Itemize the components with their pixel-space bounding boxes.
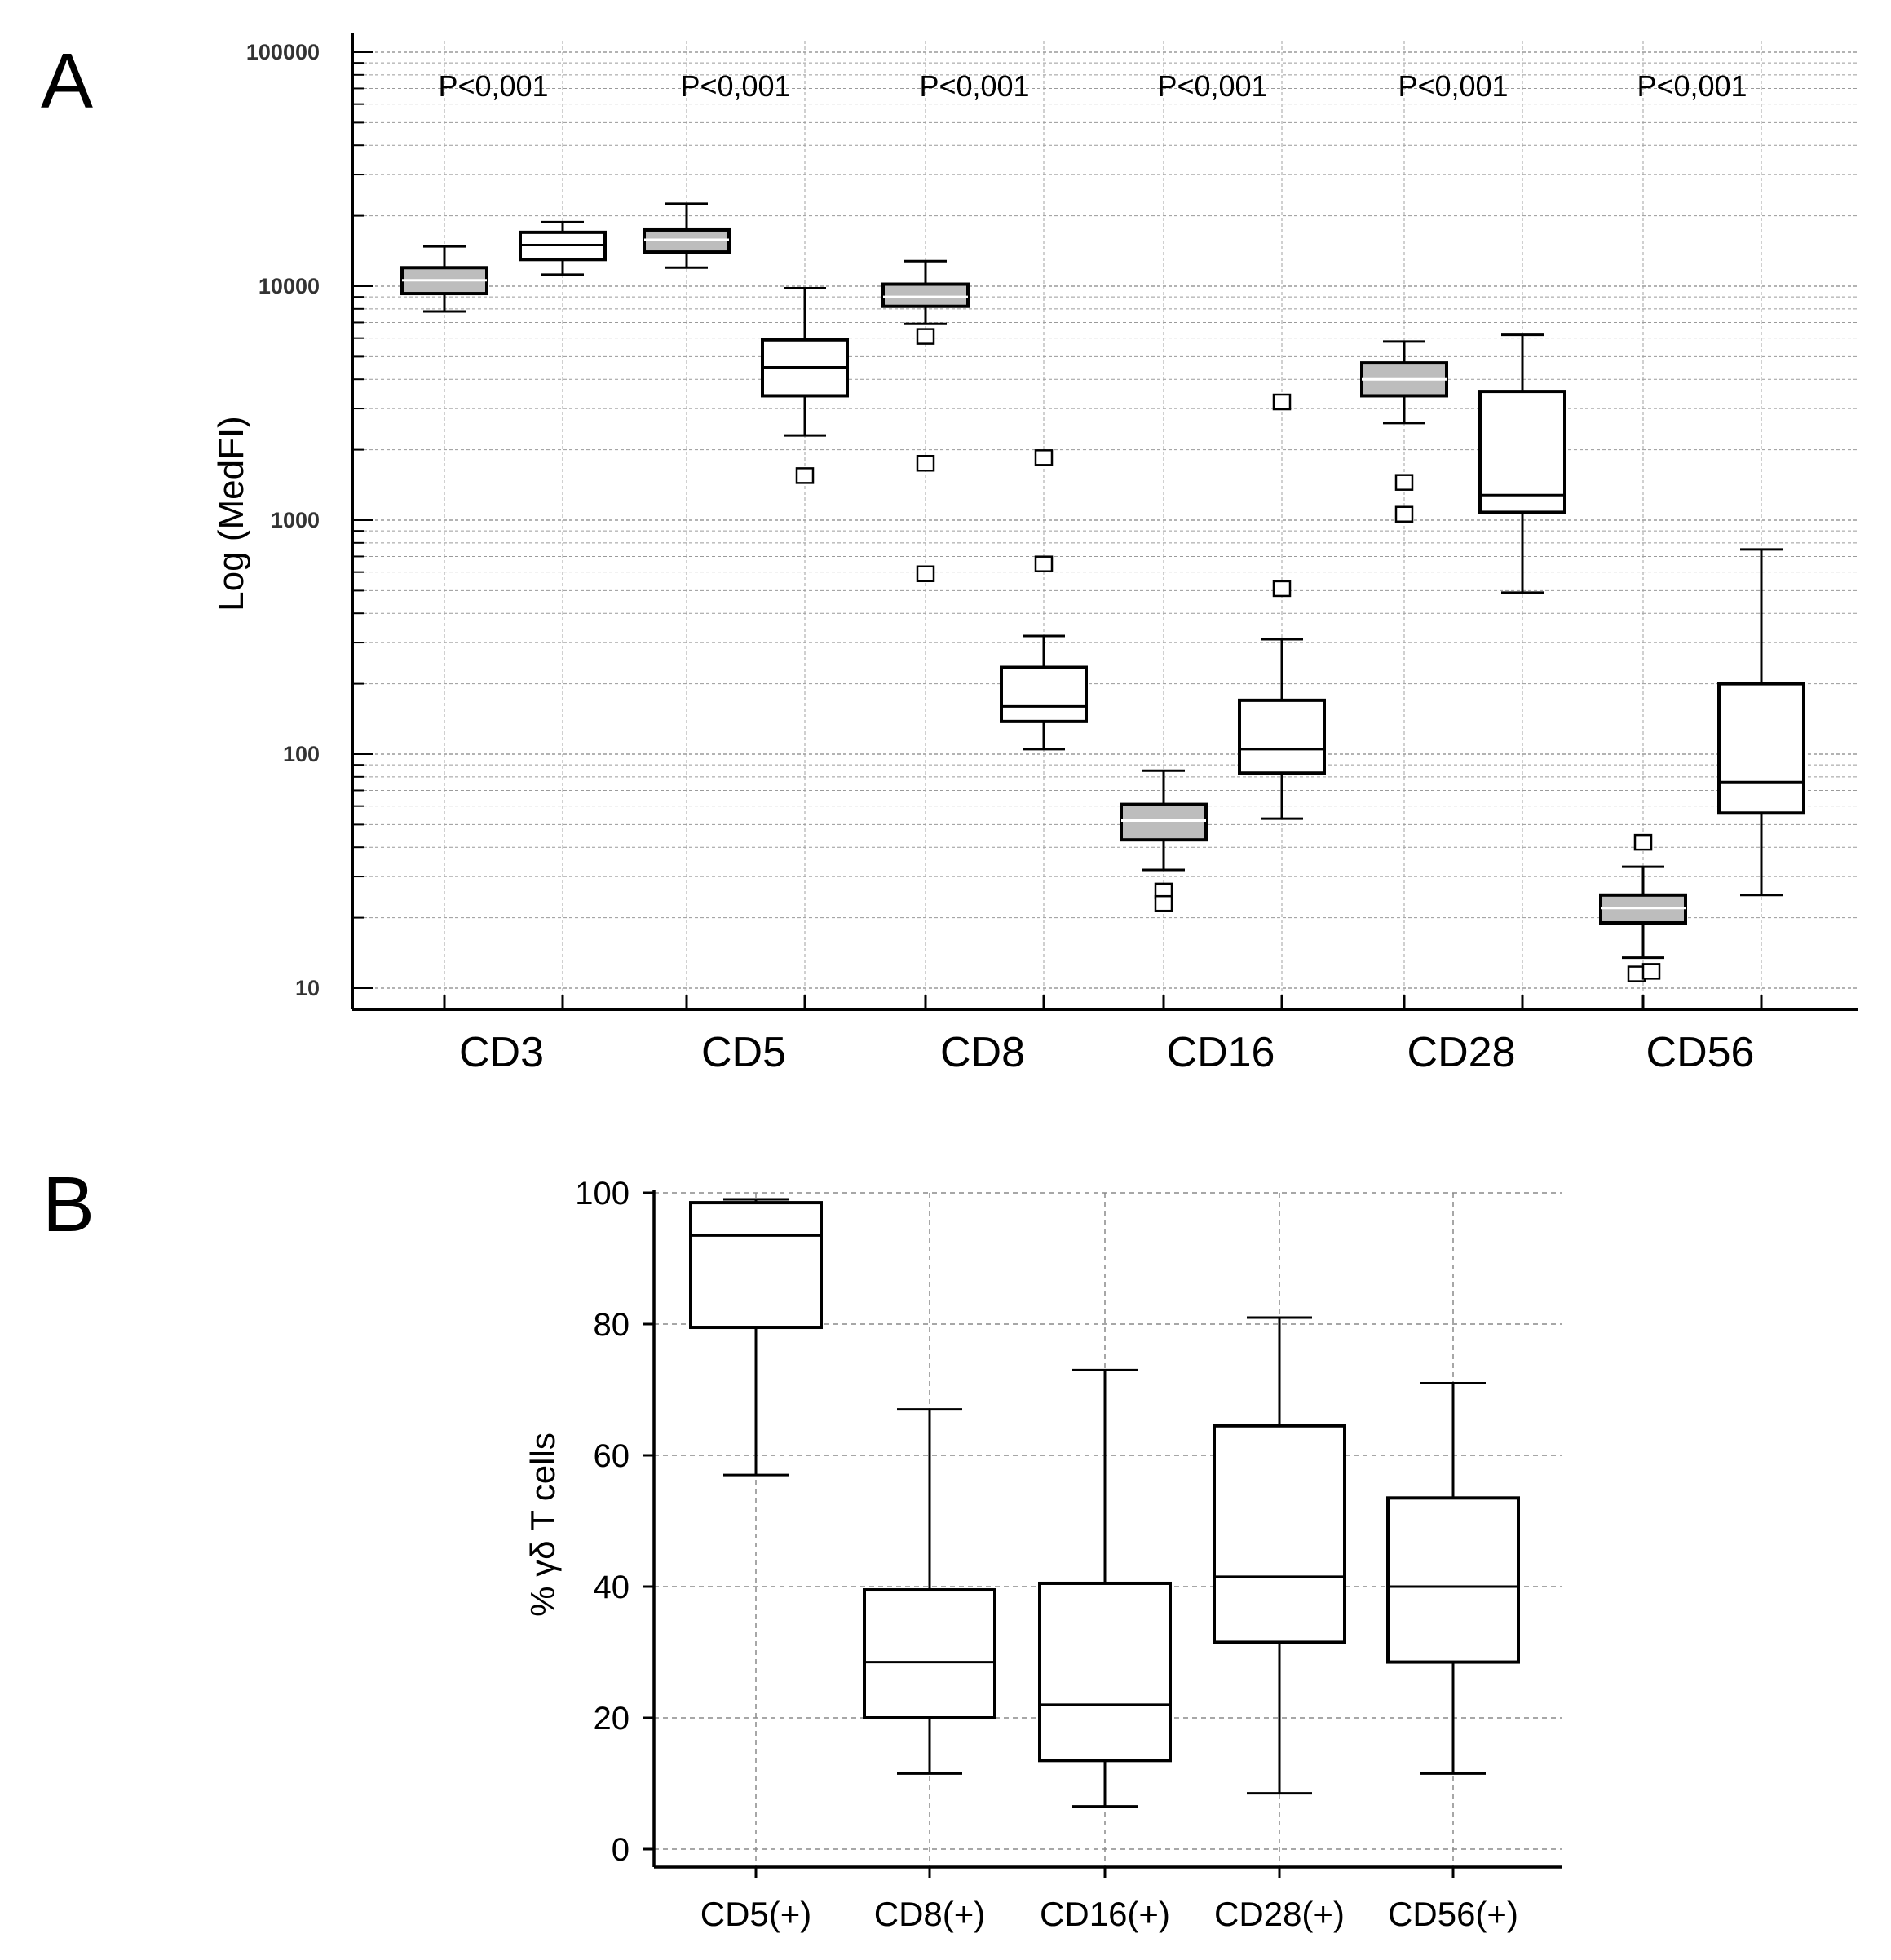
p-value-annotation: P<0,001 (1157, 69, 1267, 103)
box-cd5-gray (643, 202, 731, 269)
box-cd16-gray (1120, 769, 1208, 912)
box-cd28-white (1478, 333, 1566, 594)
box-iqr (643, 227, 731, 254)
outlier-marker (916, 328, 935, 345)
box-cd5-white (761, 287, 849, 484)
panel-label-a: A (41, 38, 94, 125)
x-category-label: CD28 (1407, 1029, 1516, 1076)
box-iqr (863, 1588, 996, 1720)
y-tick-label: 100 (575, 1176, 630, 1212)
box-cd56-white (1717, 548, 1805, 897)
outlier-marker (1034, 449, 1054, 466)
box-cd28-pct (1213, 1316, 1346, 1795)
box-cd3-gray (400, 245, 488, 313)
box-iqr (1120, 802, 1208, 842)
box-cd16-white (1238, 393, 1326, 820)
outlier-marker (1633, 833, 1653, 851)
x-category-label: CD16(+) (1040, 1895, 1170, 1933)
x-category-label: CD3 (459, 1029, 544, 1076)
outlier-marker (1641, 963, 1661, 980)
x-category-label: CD5 (701, 1029, 786, 1076)
x-category-label: CD28(+) (1214, 1895, 1345, 1933)
outlier-marker (916, 454, 935, 472)
panel-a-chart (351, 33, 1858, 1011)
y-tick-label: 80 (594, 1307, 630, 1343)
p-value-annotation: P<0,001 (1398, 69, 1508, 103)
y-tick-label: 0 (612, 1832, 630, 1868)
y-tick-label: 1000 (271, 508, 320, 532)
y-tick-label: 40 (594, 1569, 630, 1605)
box-iqr (1717, 682, 1805, 815)
box-iqr (1386, 1496, 1520, 1664)
box-iqr (1238, 698, 1326, 775)
outlier-marker (1394, 474, 1414, 491)
y-axis-label: % γδ T cells (524, 1432, 562, 1617)
box-iqr (689, 1201, 823, 1330)
outlier-marker (1154, 894, 1173, 912)
y-tick-label: 100 (283, 742, 320, 766)
box-iqr (1478, 390, 1566, 514)
y-tick-label: 10 (295, 976, 320, 1000)
box-iqr (1038, 1581, 1172, 1763)
box-cd3-white (519, 220, 607, 276)
outlier-marker (795, 467, 815, 484)
y-tick-label: 100000 (246, 40, 320, 64)
x-category-label: CD56 (1646, 1029, 1755, 1076)
outlier-marker (1394, 505, 1414, 523)
box-cd28-gray (1360, 340, 1448, 523)
y-tick-label: 60 (594, 1438, 630, 1474)
box-cd56-pct (1386, 1381, 1520, 1775)
y-tick-label: 20 (594, 1701, 630, 1737)
y-tick-label: 10000 (258, 274, 320, 298)
box-cd5-pct (689, 1198, 823, 1477)
box-cd56-gray (1599, 833, 1687, 982)
box-cd8-white (1000, 449, 1088, 751)
box-iqr (1213, 1424, 1346, 1644)
box-cd8-gray (881, 259, 970, 583)
box-iqr (881, 282, 970, 308)
panel-b-chart (643, 1190, 1562, 1878)
outlier-marker (1034, 555, 1054, 572)
box-cd16-pct (1038, 1368, 1172, 1808)
box-cd8-pct (863, 1408, 996, 1775)
x-category-label: CD5(+) (700, 1895, 812, 1933)
y-axis-label: Log (MedFI) (211, 416, 251, 611)
x-category-label: CD8(+) (874, 1895, 986, 1933)
x-category-label: CD8 (940, 1029, 1025, 1076)
outlier-marker (916, 565, 935, 583)
x-category-label: CD56(+) (1388, 1895, 1518, 1933)
outlier-marker (1272, 393, 1292, 411)
p-value-annotation: P<0,001 (919, 69, 1029, 103)
panel-label-b: B (42, 1161, 95, 1248)
p-value-annotation: P<0,001 (680, 69, 790, 103)
outlier-marker (1272, 580, 1292, 598)
x-category-label: CD16 (1167, 1029, 1275, 1076)
p-value-annotation: P<0,001 (1637, 69, 1747, 103)
box-iqr (1000, 665, 1088, 723)
p-value-annotation: P<0,001 (438, 69, 548, 103)
